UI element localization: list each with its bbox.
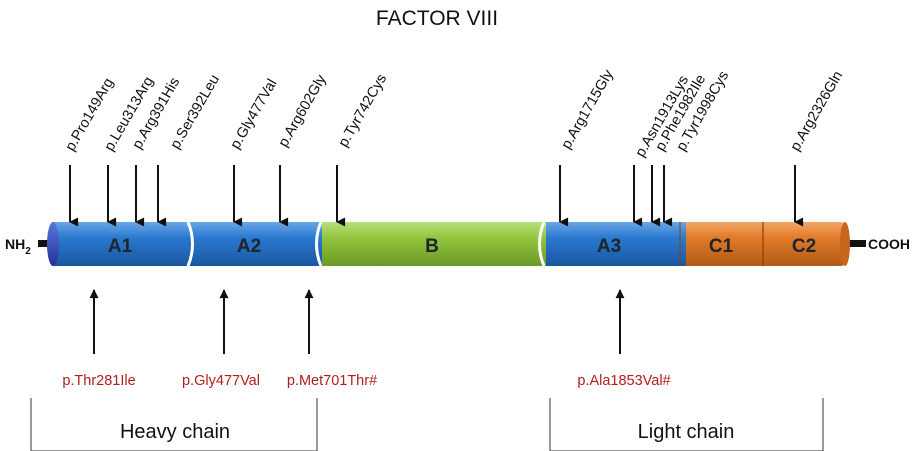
- light-chain-bracket: [549, 398, 824, 451]
- diagram-title: FACTOR VIII: [376, 7, 498, 30]
- domain-label-b: B: [425, 236, 439, 257]
- top-mutation-label: p.Arg2326Gln: [788, 69, 847, 154]
- c-terminal-connector: [846, 240, 866, 247]
- top-mutation-label: p.Arg602Gly: [276, 72, 331, 150]
- separator-b-a3: [538, 221, 546, 267]
- n-terminal-connector: [38, 240, 50, 247]
- bottom-mutation-label: p.Met701Thr#: [287, 373, 377, 389]
- domain-b-segment: [318, 222, 546, 266]
- bottom-mutation-label: p.Thr281Ile: [62, 373, 135, 389]
- domain-bar: [47, 221, 850, 267]
- top-mutation-label: p.Tyr742Cys: [336, 72, 391, 150]
- bottom-mutation-label: p.Gly477Val: [182, 373, 260, 389]
- heavy-chain-bracket: [30, 398, 318, 451]
- top-mutation-label: p.Arg1715Gly: [559, 67, 618, 152]
- domain-a3-segment: [540, 222, 686, 266]
- separator-a1-a2: [186, 221, 194, 267]
- n-terminal-label: NH2: [5, 236, 31, 257]
- domain-label-a1: A1: [108, 236, 133, 257]
- light-chain-label: Light chain: [638, 421, 735, 443]
- bottom-mutation-label: p.Ala1853Val#: [577, 373, 670, 389]
- top-mutation-label: p.Gly477Val: [228, 77, 281, 152]
- domain-c-region: [676, 222, 848, 266]
- c-terminal-label: COOH: [868, 236, 910, 252]
- domain-label-a2: A2: [237, 236, 261, 257]
- n-terminal-cap: [47, 222, 59, 266]
- separator-a2-b: [315, 221, 323, 267]
- domain-a2-segment: [186, 222, 322, 266]
- domain-label-c1: C1: [709, 236, 734, 257]
- domain-a1-segment: [52, 222, 190, 266]
- top-mutations: p.Pro149Arg p.Leu313Arg p.Arg391His p.Se…: [63, 67, 847, 227]
- domain-label-a3: A3: [597, 236, 621, 257]
- domain-label-c2: C2: [792, 236, 816, 257]
- heavy-chain-label: Heavy chain: [120, 421, 230, 443]
- c-terminal-cap: [840, 222, 850, 266]
- bottom-mutations: p.Thr281Ile p.Gly477Val p.Met701Thr# p.A…: [62, 289, 671, 389]
